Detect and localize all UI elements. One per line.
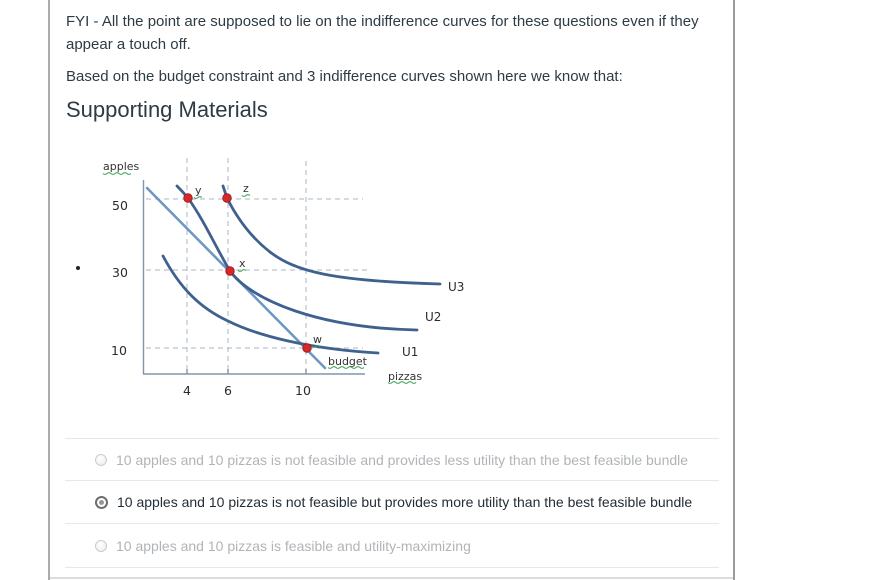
indifference-curve-u2 bbox=[175, 184, 419, 332]
indifference-curve-u3 bbox=[221, 184, 442, 286]
x-tick-label-6: 6 bbox=[224, 383, 232, 398]
point-z-label: z bbox=[243, 182, 249, 195]
point-w-label: w bbox=[313, 333, 322, 346]
point-x-label: x bbox=[239, 257, 246, 270]
squiggle-z bbox=[241, 194, 251, 197]
intro-line-1: FYI - All the point are supposed to lie … bbox=[66, 13, 699, 30]
x-tick-label-4: 4 bbox=[183, 383, 191, 398]
intro-note: FYI - All the point are supposed to lie … bbox=[66, 10, 699, 56]
bundle-points bbox=[183, 193, 312, 353]
squiggle-budget bbox=[327, 366, 365, 369]
list-bullet bbox=[76, 266, 80, 270]
point-y-dot bbox=[183, 193, 193, 203]
section-title: Supporting Materials bbox=[66, 97, 268, 122]
point-y-label: y bbox=[195, 184, 202, 197]
answer-option-3-label: 10 apples and 10 pizzas is feasible and … bbox=[116, 537, 471, 554]
answer-option-1-label: 10 apples and 10 pizzas is not feasible … bbox=[116, 451, 689, 468]
squiggle-y bbox=[193, 196, 203, 199]
dashed-guides bbox=[146, 158, 370, 374]
radio-button-selected[interactable] bbox=[95, 495, 108, 509]
squiggle-pizzas bbox=[387, 381, 417, 384]
intro-line-2: appear a touch off. bbox=[66, 36, 191, 53]
content-right-border bbox=[733, 0, 735, 580]
squiggle-w bbox=[311, 345, 321, 348]
y-tick-50: 50 bbox=[112, 198, 128, 213]
axes bbox=[142, 180, 365, 375]
indifference-curve-chart: apples pizzas budget 50 30 10 4 6 10 y z… bbox=[70, 150, 480, 400]
curve-label-u3: U3 bbox=[448, 280, 464, 294]
squiggle-apples bbox=[102, 172, 132, 175]
content-left-border bbox=[48, 0, 50, 580]
point-x-dot bbox=[225, 266, 235, 276]
point-z-dot bbox=[222, 193, 232, 203]
answer-options: 10 apples and 10 pizzas is not feasible … bbox=[65, 438, 719, 568]
chart-svg: apples pizzas budget 50 30 10 4 6 10 y z… bbox=[102, 158, 464, 398]
y-tick-30: 30 bbox=[112, 265, 128, 280]
spellcheck-squiggles bbox=[102, 172, 417, 384]
curve-label-u1: U1 bbox=[402, 345, 418, 359]
next-section-edge bbox=[50, 577, 733, 579]
budget-label: budget bbox=[328, 355, 368, 368]
answer-option-3[interactable]: 10 apples and 10 pizzas is feasible and … bbox=[65, 523, 719, 568]
y-tick-10: 10 bbox=[111, 343, 127, 358]
answer-option-2-label: 10 apples and 10 pizzas is not feasible … bbox=[117, 494, 693, 510]
curve-label-u2: U2 bbox=[425, 310, 441, 324]
radio-button-unselected[interactable] bbox=[95, 453, 107, 466]
y-axis-label: apples bbox=[103, 160, 140, 173]
indifference-curve-u1 bbox=[161, 254, 380, 355]
answer-option-1[interactable]: 10 apples and 10 pizzas is not feasible … bbox=[65, 438, 719, 480]
x-tick-label-10: 10 bbox=[295, 383, 311, 398]
radio-button-unselected[interactable] bbox=[95, 539, 107, 552]
answer-option-2[interactable]: 10 apples and 10 pizzas is not feasible … bbox=[65, 480, 719, 523]
x-axis-label: pizzas bbox=[388, 370, 422, 383]
point-w-dot bbox=[302, 343, 312, 353]
squiggle-x bbox=[237, 269, 247, 272]
question-text: Based on the budget constraint and 3 ind… bbox=[66, 68, 623, 85]
